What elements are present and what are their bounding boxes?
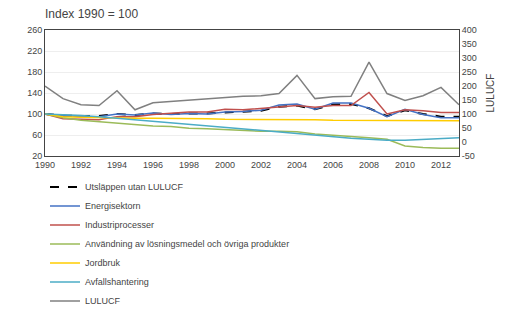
svg-text:140: 140	[27, 88, 42, 98]
svg-text:0: 0	[462, 137, 467, 147]
svg-text:Industriprocesser: Industriprocesser	[85, 220, 154, 230]
svg-text:Användning av lösningsmedel oc: Användning av lösningsmedel och övriga p…	[85, 239, 289, 249]
svg-text:100: 100	[462, 109, 477, 119]
svg-text:1996: 1996	[143, 160, 163, 170]
svg-text:Utsläppen utan LULUCF: Utsläppen utan LULUCF	[85, 182, 184, 192]
svg-text:150: 150	[462, 95, 477, 105]
svg-text:Energisektorn: Energisektorn	[85, 201, 141, 211]
svg-text:LULUCF: LULUCF	[85, 296, 121, 306]
svg-text:-50: -50	[462, 151, 475, 161]
svg-text:Index 1990 = 100: Index 1990 = 100	[45, 7, 138, 21]
svg-text:260: 260	[27, 25, 42, 35]
svg-text:250: 250	[462, 67, 477, 77]
svg-text:2006: 2006	[323, 160, 343, 170]
svg-text:220: 220	[27, 46, 42, 56]
svg-text:100: 100	[27, 109, 42, 119]
svg-text:1990: 1990	[35, 160, 55, 170]
svg-text:2008: 2008	[359, 160, 379, 170]
svg-text:350: 350	[462, 39, 477, 49]
svg-text:Avfallshantering: Avfallshantering	[85, 277, 149, 287]
svg-text:LULUCF: LULUCF	[485, 74, 496, 113]
svg-text:2004: 2004	[287, 160, 307, 170]
svg-text:2010: 2010	[395, 160, 415, 170]
svg-text:1998: 1998	[179, 160, 199, 170]
svg-text:50: 50	[462, 123, 472, 133]
svg-text:200: 200	[462, 81, 477, 91]
svg-text:300: 300	[462, 53, 477, 63]
svg-text:60: 60	[32, 130, 42, 140]
svg-text:1994: 1994	[107, 160, 127, 170]
svg-text:1992: 1992	[71, 160, 91, 170]
svg-text:2002: 2002	[251, 160, 271, 170]
svg-text:180: 180	[27, 67, 42, 77]
svg-text:20: 20	[32, 151, 42, 161]
svg-text:Jordbruk: Jordbruk	[85, 258, 121, 268]
svg-text:400: 400	[462, 25, 477, 35]
svg-text:2012: 2012	[431, 160, 451, 170]
svg-text:2000: 2000	[215, 160, 235, 170]
